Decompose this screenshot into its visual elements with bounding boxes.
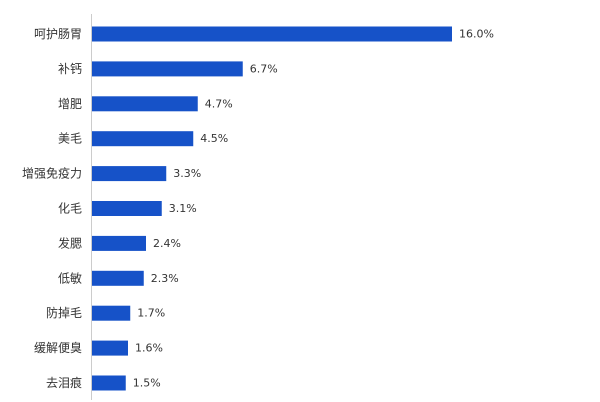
bar	[92, 201, 162, 216]
bar	[92, 270, 144, 286]
bar	[92, 131, 194, 147]
value-label: 1.7%	[137, 307, 165, 320]
bars-group: 呵护肠胃 16.0% 补钙 6.7% 增肥 4.7% 美毛 4.5% 增强免疫力 3.3% 化毛 3.…	[22, 26, 494, 391]
value-label: 2.4%	[153, 237, 181, 250]
category-label: 补钙	[58, 62, 82, 76]
category-label: 美毛	[58, 132, 82, 146]
category-label: 呵护肠胃	[34, 27, 82, 41]
value-label: 16.0%	[459, 28, 494, 41]
value-label: 4.7%	[205, 97, 233, 110]
bar	[92, 235, 146, 251]
category-label: 防掉毛	[46, 305, 82, 320]
category-label: 去泪痕	[46, 375, 82, 390]
category-label: 增强免疫力	[22, 166, 82, 181]
category-label: 发腮	[58, 235, 82, 250]
value-label: 4.5%	[200, 132, 228, 145]
bar	[92, 26, 452, 42]
value-label: 6.7%	[250, 62, 278, 75]
value-label: 3.3%	[173, 167, 201, 180]
bar	[92, 340, 128, 356]
bar	[92, 305, 131, 321]
category-label: 低敏	[58, 270, 82, 285]
bar	[92, 375, 126, 391]
category-label: 增肥	[58, 97, 82, 111]
category-label: 缓解便臭	[34, 340, 82, 355]
value-label: 1.5%	[133, 377, 161, 390]
category-label: 化毛	[58, 202, 82, 216]
bar	[92, 96, 198, 112]
value-label: 1.6%	[135, 342, 163, 355]
value-label: 2.3%	[151, 272, 179, 285]
bar	[92, 61, 243, 77]
value-label: 3.1%	[169, 202, 197, 215]
bar	[92, 166, 167, 182]
